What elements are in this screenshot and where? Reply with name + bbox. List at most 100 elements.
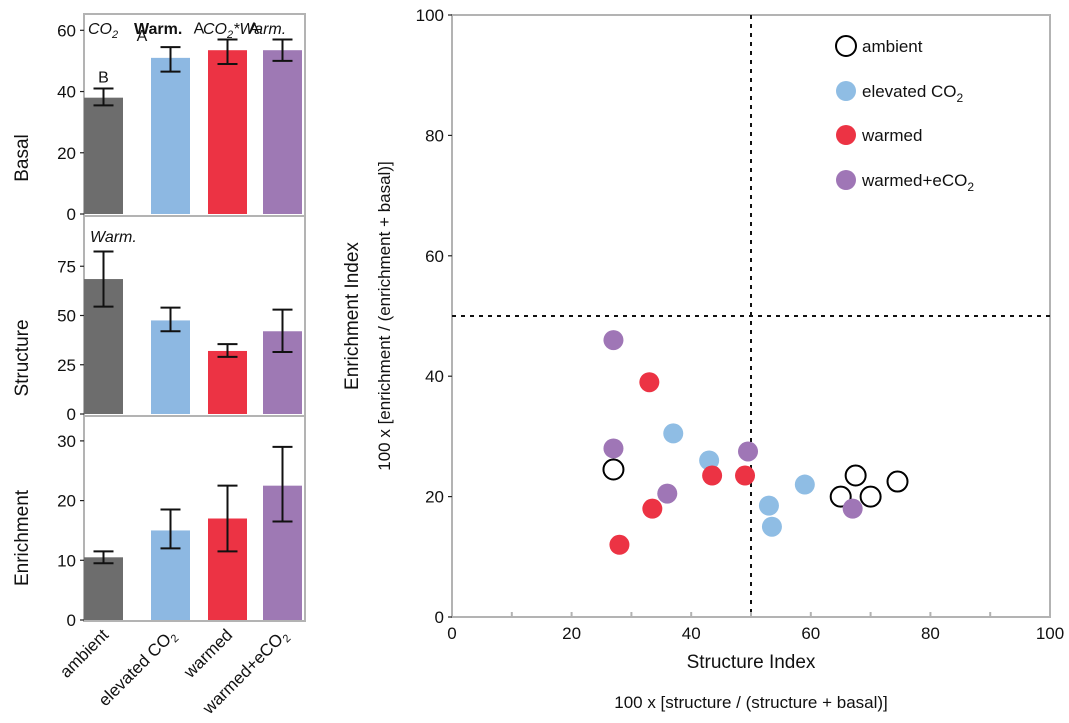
y-axis-sublabel: 100 x [enrichment / (enrichment + basal)… — [375, 161, 394, 470]
annotation-text: Warm. — [134, 21, 182, 38]
y-tick-label: 40 — [425, 367, 444, 386]
error-bar — [217, 38, 238, 65]
y-tick-label: 25 — [57, 356, 76, 375]
legend-text: warmed — [861, 126, 922, 145]
scatter-point — [609, 534, 630, 555]
y-tick-label: 30 — [57, 432, 76, 451]
y-tick-label: 60 — [57, 21, 76, 40]
scatter-point — [844, 464, 867, 487]
x-tick-label: 100 — [1036, 624, 1064, 643]
annotation-subscript: 2 — [226, 29, 233, 41]
y-tick-label: 20 — [57, 492, 76, 511]
error-bar — [160, 46, 181, 73]
legend-label: elevated CO2 — [862, 82, 964, 105]
scatter-point — [639, 372, 660, 393]
y-tick-label: 0 — [67, 611, 76, 630]
legend-text: warmed+eCO — [861, 171, 967, 190]
series-3 — [609, 372, 756, 555]
series-2 — [663, 423, 815, 537]
y-tick-label: 20 — [57, 144, 76, 163]
error-bar — [93, 550, 114, 565]
scatter-point — [738, 441, 759, 462]
x-tick-label: 0 — [447, 624, 456, 643]
error-bar — [160, 508, 181, 550]
y-axis-label: Structure — [12, 319, 33, 396]
bar — [263, 50, 302, 215]
significance-annotation: Warm. — [90, 229, 137, 246]
significance-letter: A — [194, 20, 205, 37]
legend-marker — [836, 125, 856, 145]
scatter-point — [642, 498, 663, 519]
y-tick-label: 10 — [57, 551, 76, 570]
annotation-text: CO — [203, 21, 227, 38]
x-category-label: ambient — [56, 625, 112, 681]
bar — [84, 557, 123, 620]
y-tick-label: 80 — [425, 126, 444, 145]
legend-label: warmed — [861, 126, 922, 145]
legend-subscript: 2 — [967, 180, 974, 194]
significance-letter: B — [98, 69, 109, 86]
structure-bar-panel: 0 25 50 75 Structure — [12, 250, 302, 424]
x-axis-sublabel: 100 x [structure / (structure + basal)] — [614, 693, 888, 712]
scatter-point — [886, 470, 909, 493]
x-category-label: warmed — [179, 625, 236, 682]
y-tick-label: 0 — [67, 405, 76, 424]
enrichment-bar-panel: 0 10 20 30 Enrichment — [12, 432, 302, 630]
scatter-point — [603, 438, 624, 459]
y-tick-label: 60 — [425, 247, 444, 266]
y-tick-label: 75 — [57, 257, 76, 276]
scatter-point — [735, 465, 756, 486]
legend-text: ambient — [862, 37, 923, 56]
bar — [151, 57, 190, 214]
x-tick-label: 80 — [921, 624, 940, 643]
x-tick-label: 20 — [562, 624, 581, 643]
scatter-point — [699, 450, 720, 471]
y-axis-label: Enrichment Index — [342, 242, 363, 390]
scatter-point — [842, 498, 863, 519]
y-axis-label: Enrichment — [12, 489, 33, 586]
error-bar — [272, 445, 293, 523]
error-bar — [93, 250, 114, 308]
x-tick-label: 60 — [801, 624, 820, 643]
error-bar — [272, 308, 293, 353]
y-axis-label: Basal — [12, 134, 33, 182]
scatter-point — [758, 495, 779, 516]
error-bar — [93, 87, 114, 107]
bar — [208, 350, 247, 414]
error-bar — [217, 484, 238, 553]
legend-marker — [836, 81, 856, 101]
x-tick-label: 40 — [682, 624, 701, 643]
series-1 — [602, 458, 909, 508]
legend-marker — [835, 35, 857, 57]
error-bar — [217, 343, 238, 358]
y-tick-label: 20 — [425, 488, 444, 507]
annotation-text: CO — [88, 21, 112, 38]
x-axis-label: Structure Index — [687, 652, 816, 673]
scatter-panel: 0 20 40 60 80 100 0 20 40 60 80 100 Structure Index 1… — [342, 6, 1064, 712]
y-tick-label: 0 — [67, 205, 76, 224]
significance-annotation: Warm. — [134, 21, 182, 38]
scatter-point — [702, 465, 723, 486]
significance-annotation: CO2*Warm. — [203, 21, 286, 41]
significance-letter: A — [137, 28, 148, 45]
scatter-point — [657, 483, 678, 504]
y-tick-label: 50 — [57, 307, 76, 326]
legend-marker — [836, 170, 856, 190]
annotation-text: Warm. — [90, 229, 137, 246]
significance-annotation: CO2 — [88, 21, 118, 41]
legend-label: ambient — [862, 37, 923, 56]
bar — [84, 97, 123, 214]
bar — [151, 320, 190, 414]
scatter-point — [602, 458, 625, 481]
annotation-text: *Warm. — [233, 21, 286, 38]
annotation-subscript: 2 — [111, 29, 118, 41]
legend-text: elevated CO — [862, 82, 957, 101]
scatter-point — [663, 423, 684, 444]
error-bar — [272, 38, 293, 62]
series-4 — [603, 330, 863, 519]
scatter-point — [761, 516, 782, 537]
legend-label: warmed+eCO2 — [861, 171, 974, 194]
